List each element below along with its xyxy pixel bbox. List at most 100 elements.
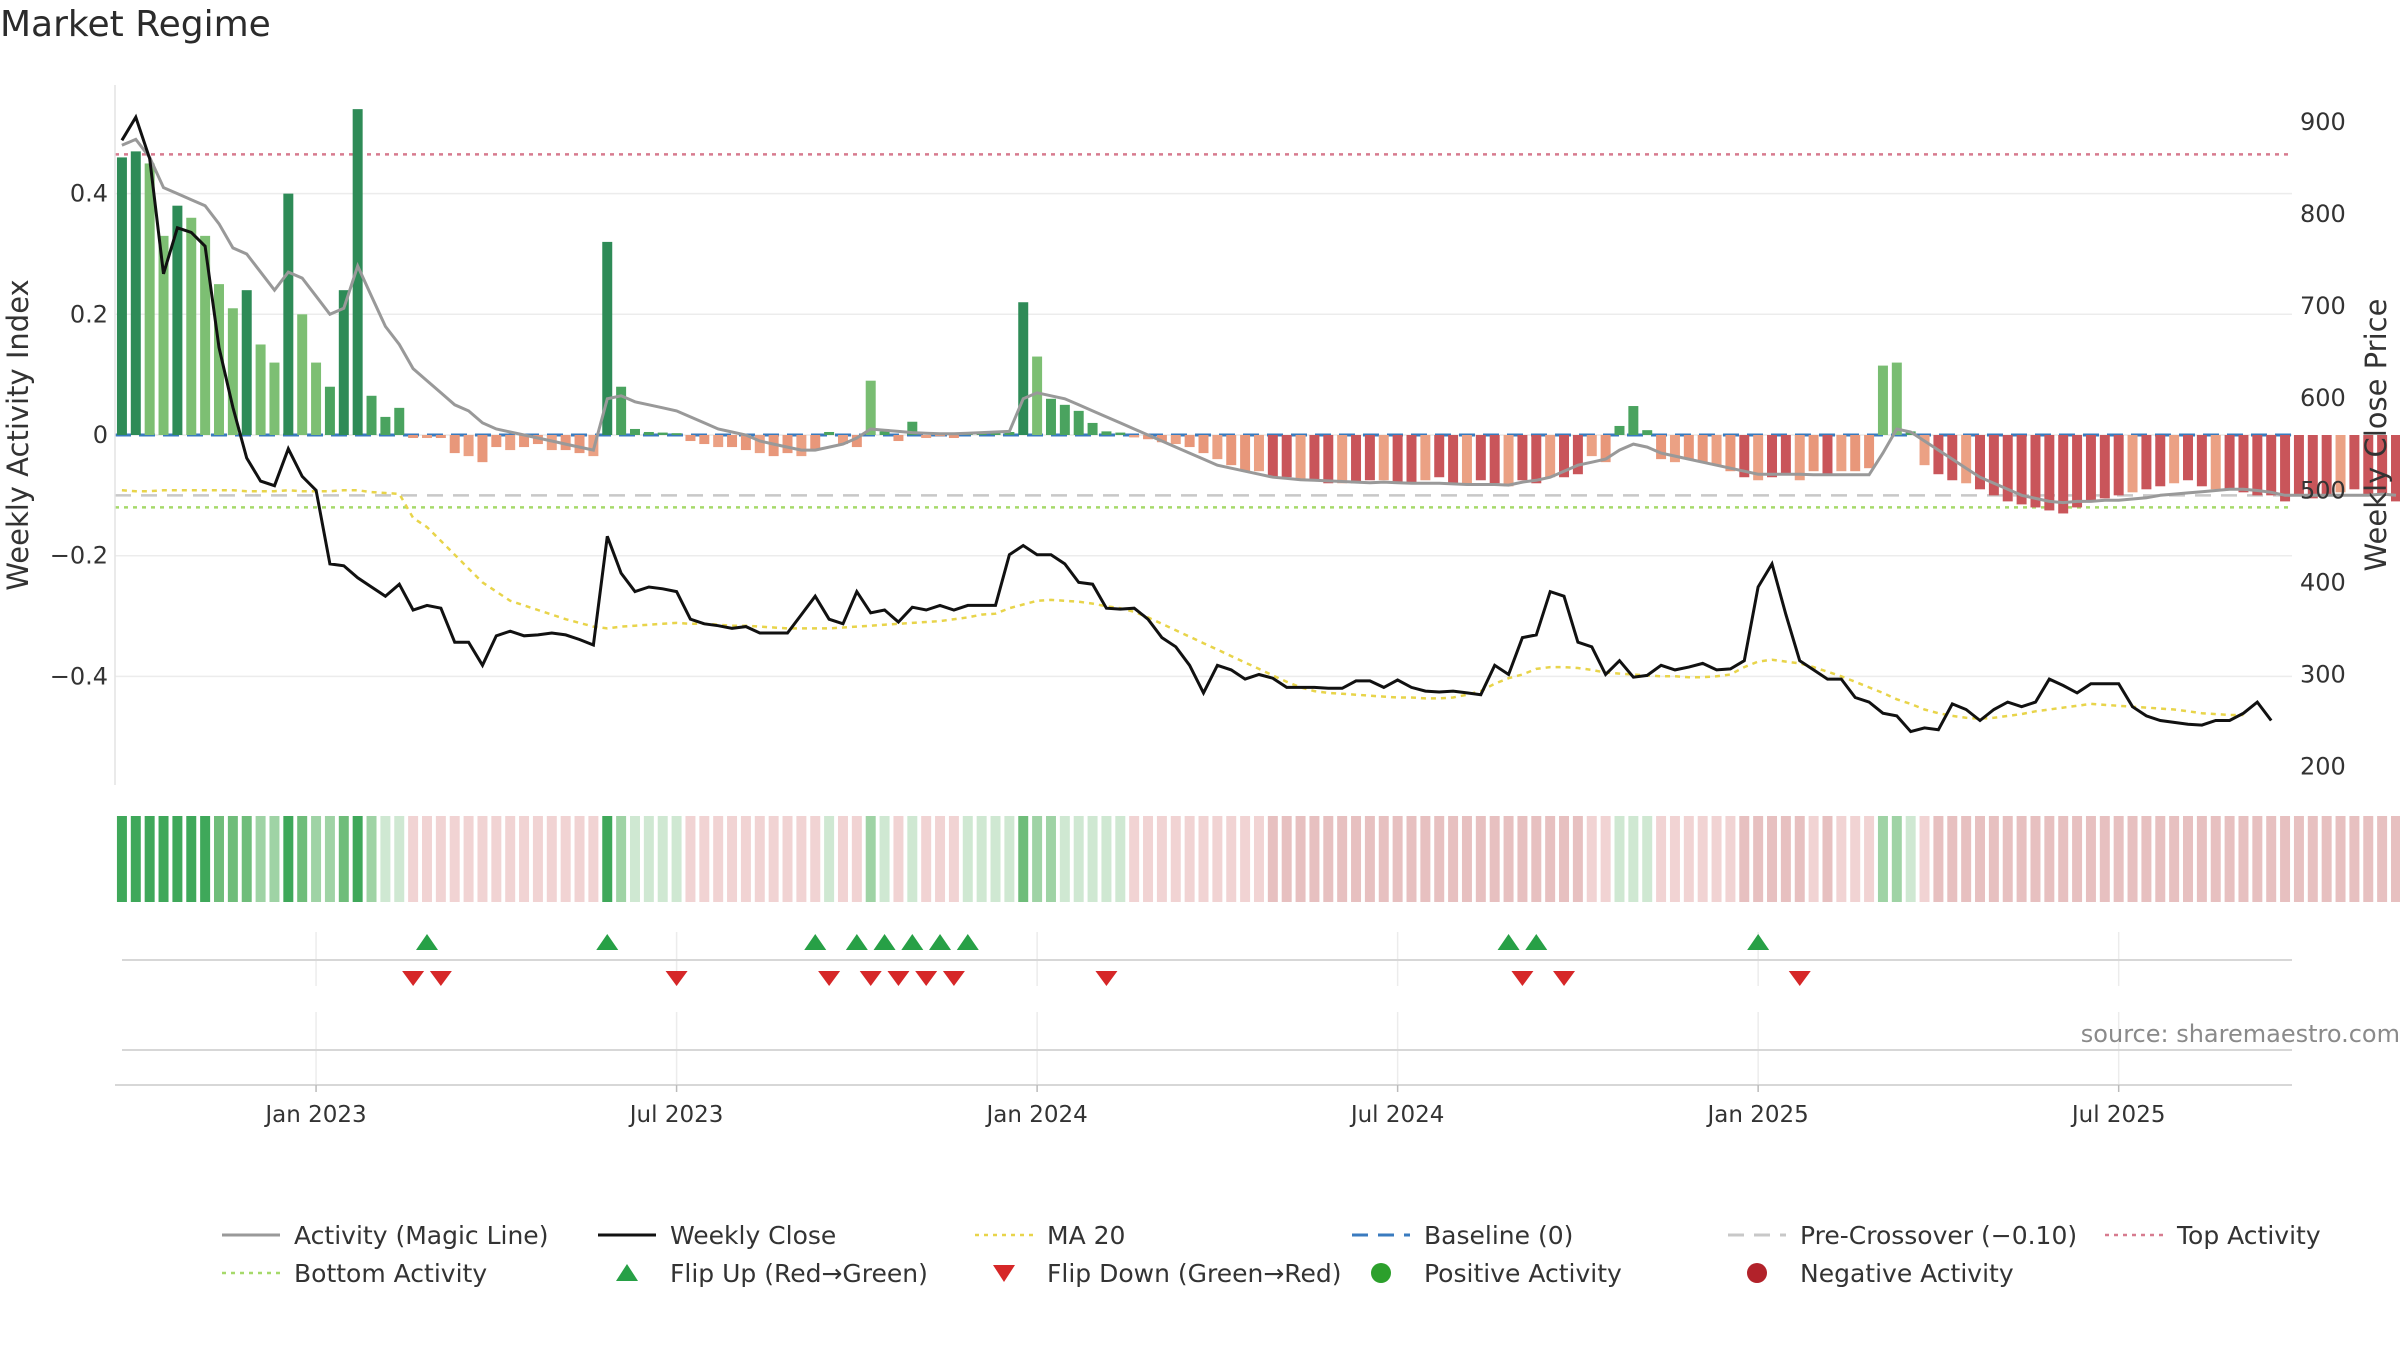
regime-cell (519, 816, 530, 902)
regime-cell (241, 816, 252, 902)
regime-cell (1877, 816, 1888, 902)
regime-cell (1600, 816, 1611, 902)
activity-bar (1420, 435, 1431, 481)
activity-bar (1864, 435, 1875, 469)
regime-cell (2072, 816, 2083, 902)
legend-item-precross: Pre-Crossover (−0.10) (1728, 1221, 2077, 1250)
activity-bar (1364, 435, 1375, 481)
activity-bar (1489, 435, 1500, 484)
activity-bar (116, 157, 127, 435)
activity-bar (1572, 435, 1583, 475)
activity-bar (657, 432, 668, 435)
flip-up-marker (804, 934, 827, 950)
right-tick-label: 300 (2300, 660, 2346, 688)
activity-bar (1614, 425, 1625, 435)
activity-bar (2016, 435, 2027, 505)
activity-bar (1337, 435, 1348, 484)
activity-bar (2363, 435, 2374, 496)
activity-bar (990, 432, 1001, 435)
regime-cell (172, 816, 183, 902)
regime-cell (1780, 816, 1791, 902)
activity-bar (643, 431, 654, 435)
activity-bar (2002, 435, 2013, 502)
activity-bar (1975, 435, 1986, 490)
regime-cell (1184, 816, 1195, 902)
regime-cell (1281, 816, 1292, 902)
flip-up-marker (1497, 934, 1520, 950)
activity-bar (1101, 431, 1112, 435)
regime-cell (740, 816, 751, 902)
activity-bar (796, 435, 807, 457)
regime-cell (1822, 816, 1833, 902)
flip-down-marker (915, 971, 938, 986)
regime-cell (1461, 816, 1472, 902)
activity-bar (1697, 435, 1708, 463)
regime-cell (1004, 816, 1015, 902)
regime-cell (782, 816, 793, 902)
regime-cell (1212, 816, 1223, 902)
activity-bar (546, 435, 557, 451)
regime-cell (2058, 816, 2069, 902)
regime-cell (2085, 816, 2096, 902)
regime-cell (976, 816, 987, 902)
regime-cell (1572, 816, 1583, 902)
regime-cell (1489, 816, 1500, 902)
activity-bar (1170, 435, 1181, 445)
legend: Activity (Magic Line) Weekly Close MA 20 Ba… (222, 1221, 2321, 1288)
activity-bar (380, 416, 391, 435)
activity-bar (2113, 435, 2124, 496)
regime-cell (990, 816, 1001, 902)
legend-item-close: Weekly Close (598, 1221, 836, 1250)
activity-bar (463, 435, 474, 457)
activity-bar (1711, 435, 1722, 466)
regime-cell (1794, 816, 1805, 902)
activity-bar (2391, 435, 2400, 502)
activity-bar (837, 435, 848, 445)
activity-bar (1073, 410, 1084, 435)
regime-cell (200, 816, 211, 902)
activity-bar (713, 435, 724, 448)
regime-cell (727, 816, 738, 902)
regime-cell (935, 816, 946, 902)
left-tick-label: 0.2 (70, 300, 108, 328)
regime-cell (796, 816, 807, 902)
activity-bar (1850, 435, 1861, 472)
activity-bar (1475, 435, 1486, 481)
activity-bar (1253, 435, 1264, 472)
regime-cell (532, 816, 543, 902)
regime-cell (421, 816, 432, 902)
activity-bar (227, 308, 238, 435)
activity-bar (865, 380, 876, 435)
regime-cell (588, 816, 599, 902)
regime-cell (616, 816, 627, 902)
right-tick-label: 600 (2300, 384, 2346, 412)
regime-cell (768, 816, 779, 902)
flip-down-marker (859, 971, 882, 986)
regime-cell (505, 816, 516, 902)
x-tick-label: Jul 2024 (1349, 1102, 1445, 1128)
regime-cell (629, 816, 640, 902)
regime-cell (1919, 816, 1930, 902)
activity-bar (810, 435, 821, 451)
activity-bar (435, 435, 446, 439)
activity-bar (1656, 435, 1667, 460)
weekly-close-line (120, 113, 2273, 734)
legend-item-flipup: Flip Up (Red→Green) (616, 1259, 928, 1288)
flip-up-marker (929, 934, 952, 950)
regime-cell (1628, 816, 1639, 902)
axes: 0.4 0.2 0 −0.2 −0.4 900 800 700 600 500 400 300 200 W… (1, 85, 2393, 785)
regime-strip (116, 816, 2400, 902)
regime-cell (1850, 816, 1861, 902)
right-axis-title: Weekly Close Price (2359, 299, 2393, 572)
activity-bar (2293, 435, 2304, 496)
activity-bar (1004, 431, 1015, 435)
regime-cell (1961, 816, 1972, 902)
regime-cell (643, 816, 654, 902)
regime-cell (1808, 816, 1819, 902)
legend-label: Bottom Activity (294, 1259, 487, 1288)
legend-swatch (993, 1265, 1015, 1282)
left-tick-label: 0 (93, 421, 108, 449)
regime-cell (283, 816, 294, 902)
x-tick-label: Jan 2024 (984, 1102, 1087, 1128)
activity-bar (1461, 435, 1472, 484)
